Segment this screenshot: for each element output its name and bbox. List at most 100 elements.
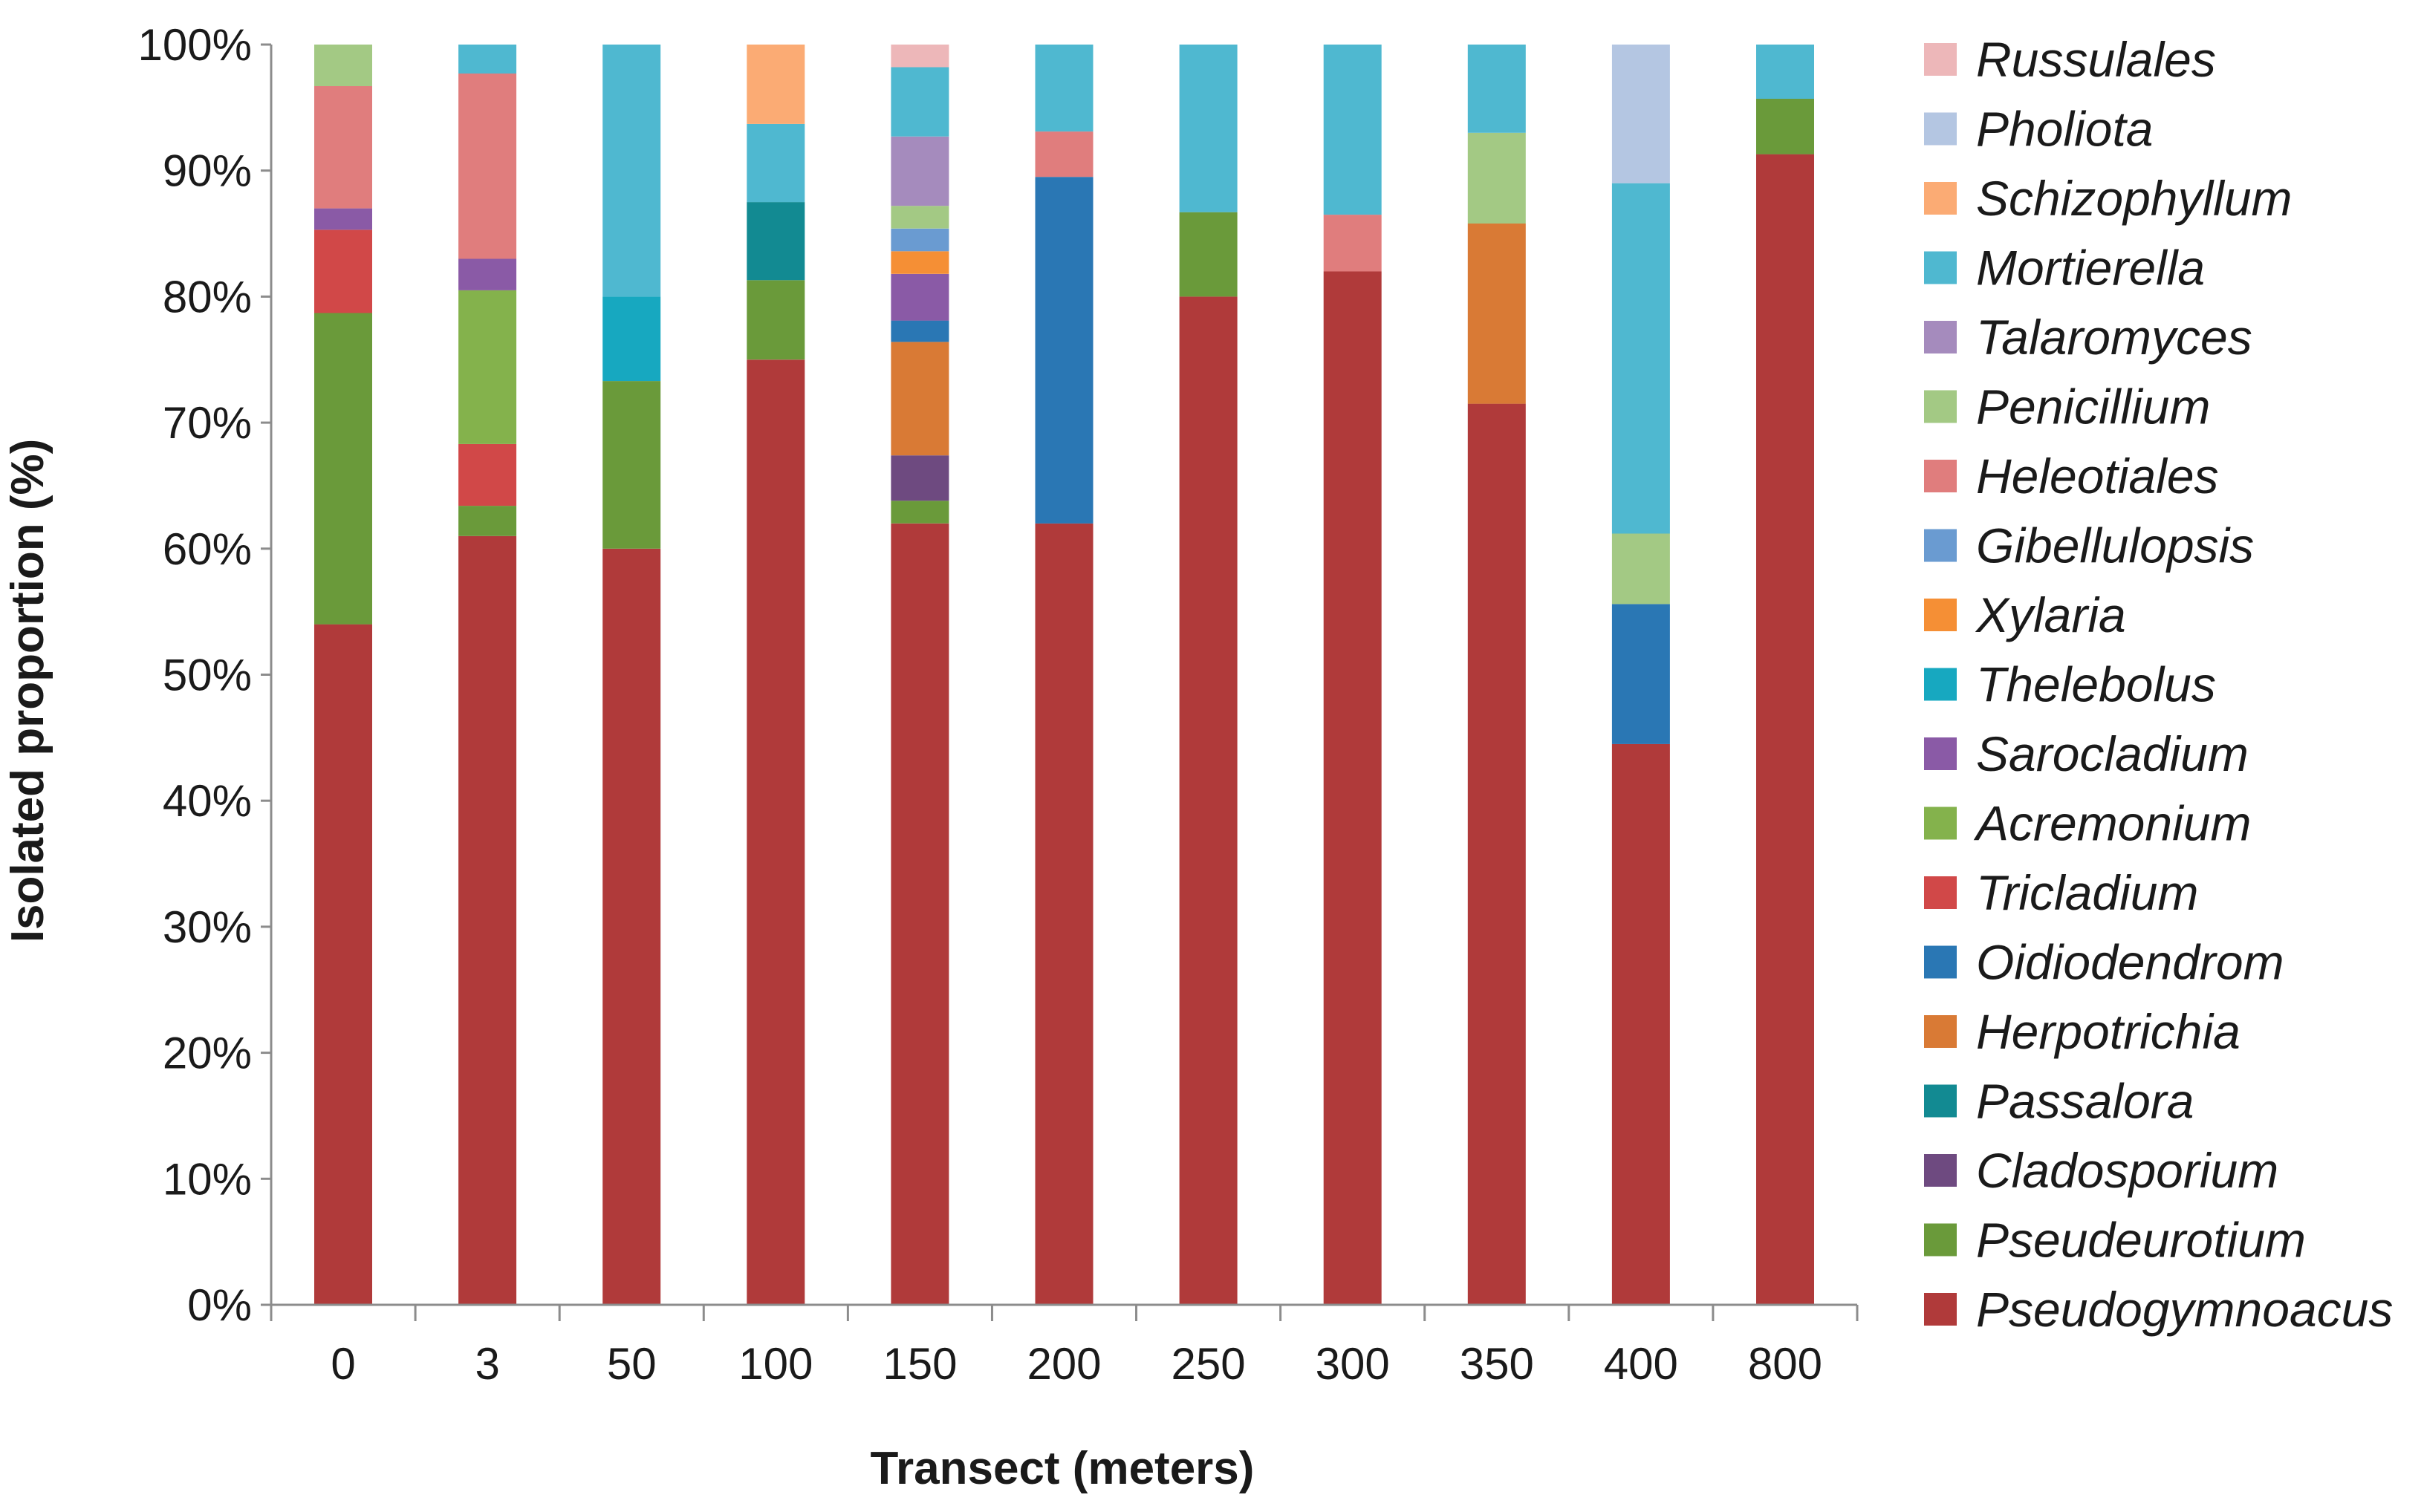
x-axis-title: Transect (meters) — [871, 1443, 1255, 1494]
bar-segment — [1467, 403, 1526, 1305]
bar-segment — [1035, 131, 1094, 177]
bar-segment — [1611, 604, 1670, 744]
bar-segment — [1035, 177, 1094, 524]
bar-stack — [1467, 45, 1526, 1305]
legend-entry: Xylaria — [1924, 587, 2126, 642]
bar-segment — [602, 296, 661, 382]
legend-entry: Heleotiales — [1924, 449, 2219, 504]
x-tick-label: 250 — [1172, 1339, 1246, 1389]
legend-swatch — [1924, 321, 1957, 353]
bar-segment — [1179, 296, 1238, 1305]
legend-label: Talaromyces — [1976, 310, 2252, 365]
bar-stack — [1611, 45, 1670, 1305]
legend-swatch — [1924, 390, 1957, 423]
legend-label: Penicillium — [1976, 379, 2210, 434]
bar-segment — [891, 455, 949, 501]
bar-segment — [891, 251, 949, 274]
bar-stack — [1179, 45, 1238, 1305]
legend-swatch — [1924, 1223, 1957, 1257]
legend-label: Herpotrichia — [1976, 1004, 2241, 1059]
bar-segment — [1035, 523, 1094, 1305]
bar-stack — [891, 45, 949, 1305]
bar-segment — [891, 228, 949, 252]
legend-label: Tricladium — [1976, 865, 2198, 920]
bar-segment — [314, 229, 372, 313]
bar-segment — [747, 280, 805, 360]
legend-entry: Pseudogymnoacus — [1924, 1282, 2393, 1337]
bar-segment — [891, 67, 949, 137]
bar-stack — [1035, 45, 1094, 1305]
y-axis-title: Isolated proportion (%) — [2, 439, 53, 943]
bar-segment — [314, 208, 372, 230]
legend-entry: Penicillium — [1924, 379, 2210, 434]
bar-stack — [458, 45, 517, 1305]
legend-entry: Passalora — [1924, 1074, 2194, 1129]
legend-entry: Schizophyllum — [1924, 171, 2293, 226]
legend-entry: Pholiota — [1924, 102, 2154, 157]
legend-swatch — [1924, 251, 1957, 284]
legend-entry: Tricladium — [1924, 865, 2198, 920]
bar-segment — [1611, 183, 1670, 534]
bar-segment — [747, 45, 805, 124]
bar-segment — [1756, 154, 1814, 1306]
y-tick-label: 10% — [163, 1154, 252, 1204]
x-tick-label: 800 — [1748, 1339, 1822, 1389]
y-tick-label: 0% — [187, 1280, 252, 1330]
y-tick-label: 20% — [163, 1029, 252, 1078]
legend-label: Schizophyllum — [1976, 171, 2293, 226]
bar-segment — [1467, 132, 1526, 224]
legend-swatch — [1924, 806, 1957, 840]
legend-entry: Cladosporium — [1924, 1143, 2278, 1198]
bar-segment — [891, 501, 949, 524]
legend-entry: Acremonium — [1924, 796, 2251, 851]
legend-label: Russulales — [1976, 32, 2216, 87]
bar-segment — [1611, 45, 1670, 183]
bar-segment — [314, 624, 372, 1305]
x-tick-label: 3 — [475, 1339, 499, 1389]
bar-segment — [891, 136, 949, 206]
bar-segment — [891, 342, 949, 456]
y-tick-label: 50% — [163, 651, 252, 700]
x-tick-label: 300 — [1316, 1339, 1390, 1389]
x-tick-label: 100 — [738, 1339, 813, 1389]
bar-segment — [1179, 45, 1238, 212]
y-tick-label: 100% — [138, 20, 252, 70]
y-tick-label: 30% — [163, 902, 252, 952]
legend-label: Pseudogymnoacus — [1976, 1282, 2393, 1337]
legend-entry: Pseudeurotium — [1924, 1213, 2306, 1268]
y-tick-label: 90% — [163, 146, 252, 196]
bar-segment — [458, 290, 517, 444]
y-tick-label: 70% — [163, 398, 252, 448]
legend-swatch — [1924, 599, 1957, 631]
bar-segment — [1179, 212, 1238, 297]
legend-swatch — [1924, 529, 1957, 562]
x-tick-label: 350 — [1460, 1339, 1534, 1389]
y-tick-label: 40% — [163, 776, 252, 826]
bar-segment — [1611, 533, 1670, 605]
bar-stack — [1323, 45, 1382, 1305]
y-tick-label: 60% — [163, 524, 252, 574]
bar-segment — [747, 202, 805, 281]
legend-entry: Oidiodendrom — [1924, 935, 2284, 990]
legend-swatch — [1924, 1154, 1957, 1187]
bar-segment — [891, 273, 949, 321]
legend-swatch — [1924, 737, 1957, 770]
legend-label: Pholiota — [1976, 102, 2154, 157]
bar-segment — [747, 123, 805, 203]
legend-entry: Gibellulopsis — [1924, 518, 2254, 573]
bar-stack — [602, 45, 661, 1305]
legend-entry: Talaromyces — [1924, 310, 2252, 365]
bar-segment — [1756, 99, 1814, 154]
legend-label: Heleotiales — [1976, 449, 2219, 504]
legend-label: Sarocladium — [1976, 726, 2249, 781]
legend-entry: Thelebolus — [1924, 657, 2216, 712]
legend-entry: Mortierella — [1924, 241, 2205, 296]
legend-swatch — [1924, 112, 1957, 146]
bars-layer — [314, 45, 1814, 1306]
bar-segment — [747, 359, 805, 1306]
legend-label: Mortierella — [1976, 241, 2205, 296]
legend-swatch — [1924, 876, 1957, 909]
legend-swatch — [1924, 43, 1957, 76]
bar-stack — [314, 45, 372, 1305]
